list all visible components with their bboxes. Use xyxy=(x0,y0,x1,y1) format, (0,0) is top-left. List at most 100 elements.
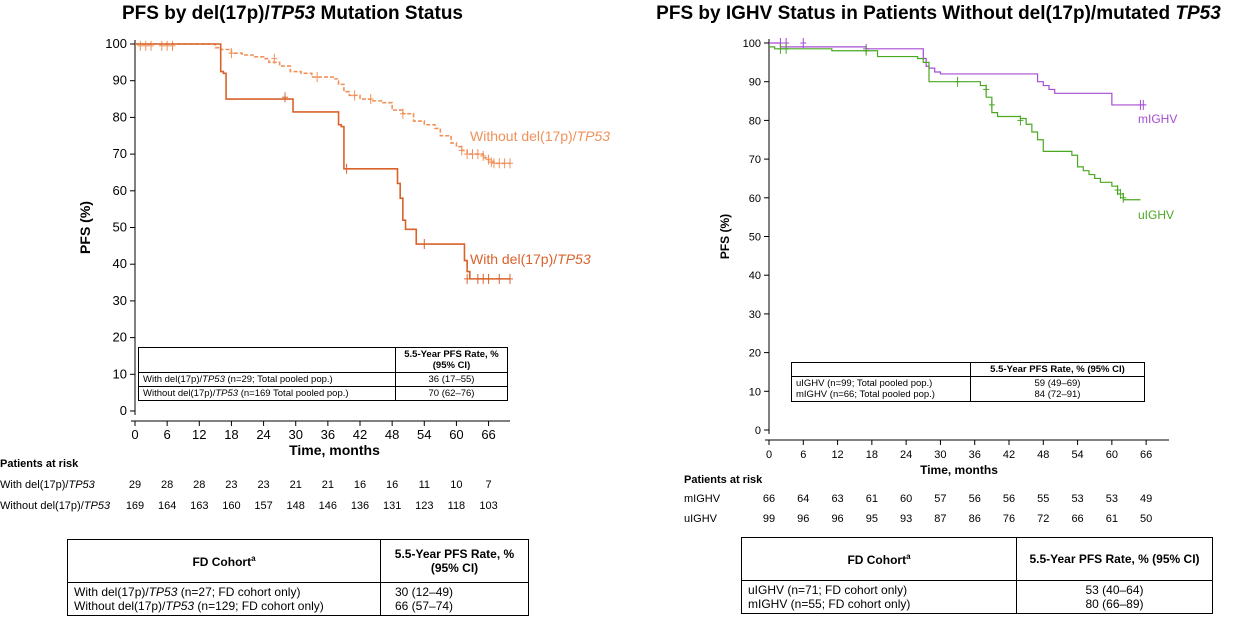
x-axis-label: Time, months xyxy=(920,463,998,477)
y-tick-label: 20 xyxy=(113,330,127,345)
x-tick-label: 24 xyxy=(900,449,912,461)
y-tick-label: 50 xyxy=(749,232,761,244)
series-label: uIGHV xyxy=(1138,208,1174,222)
risk-value: 157 xyxy=(254,500,273,512)
inset-empty-header xyxy=(791,362,971,377)
x-tick-label: 54 xyxy=(1071,449,1083,461)
km-curve-a xyxy=(135,43,510,165)
left-risk-row: Without del(17p)/TP53 169 164 163 160 157 148… xyxy=(0,500,625,516)
y-tick-label: 0 xyxy=(755,425,761,437)
risk-row-label: Without del(17p)/TP53 xyxy=(0,500,111,512)
risk-value: 87 xyxy=(934,513,947,525)
x-tick-label: 48 xyxy=(385,427,399,442)
km-curve-b xyxy=(135,43,510,280)
risk-value: 131 xyxy=(382,500,402,512)
left-title-italic: TP53 xyxy=(269,3,316,24)
series-label: mIGHV xyxy=(1138,112,1177,126)
risk-value: 93 xyxy=(900,513,913,525)
right-risk-row: mIGHV 66 64 63 61 60 57 56 56 55 53 53 49 xyxy=(684,493,1251,509)
left-risk-row: With del(17p)/TP53 29 28 28 23 23 21 21 16 16 11 1… xyxy=(0,479,625,495)
left-panel: PFS by del(17p)/TP53 Mutation Status 0 10… xyxy=(0,0,625,624)
risk-value: 63 xyxy=(831,493,844,505)
risk-value: 160 xyxy=(222,500,241,512)
risk-value: 164 xyxy=(157,500,177,512)
risk-value: 66 xyxy=(762,493,776,505)
x-tick-label: 48 xyxy=(1037,449,1049,461)
x-tick-label: 60 xyxy=(449,427,463,442)
y-tick-label: 80 xyxy=(113,109,127,124)
risk-value: 23 xyxy=(225,479,238,491)
risk-value: 55 xyxy=(1037,493,1050,505)
risk-value: 95 xyxy=(865,513,878,525)
risk-value: 21 xyxy=(289,479,302,491)
risk-value: 53 xyxy=(1105,493,1118,505)
left-title-part: PFS by del(17p)/ xyxy=(121,3,270,24)
left-inset-table: 5.5-Year PFS Rate, % (95% CI) With del(1… xyxy=(138,347,508,401)
y-tick-label: 0 xyxy=(120,403,127,418)
y-tick-label: 30 xyxy=(749,309,761,321)
x-tick-label: 42 xyxy=(1003,449,1015,461)
left-title-part: Mutation Status xyxy=(315,3,463,24)
inset-header: 5.5-Year PFS Rate, % (95% CI) xyxy=(970,362,1145,377)
x-tick-label: 18 xyxy=(866,449,878,461)
y-tick-label: 70 xyxy=(113,146,127,161)
risk-value: 56 xyxy=(968,493,981,505)
risk-value: 61 xyxy=(1105,513,1118,525)
inset-row-value: 59 (49–69) 84 (72–91) xyxy=(970,376,1145,402)
x-tick-label: 66 xyxy=(481,427,495,442)
left-cohort-table: FD Cohorta 5.5-Year PFS Rate, % (95% CI)… xyxy=(67,539,529,616)
inset-empty-header xyxy=(138,347,396,373)
cohort-row-label: With del(17p)/TP53 (n=27; FD cohort only… xyxy=(67,582,381,616)
risk-value: 53 xyxy=(1071,493,1084,505)
cohort-row-label: uIGHV (n=71; FD cohort only) mIGHV (n=55;… xyxy=(741,580,1017,614)
y-tick-label: 60 xyxy=(113,183,127,198)
x-tick-label: 60 xyxy=(1106,449,1118,461)
x-tick-label: 42 xyxy=(353,427,367,442)
inset-row-value: 36 (17–55) xyxy=(395,372,508,387)
right-risk-header: Patients at risk xyxy=(684,474,763,486)
cohort-header: 5.5-Year PFS Rate, % (95% CI) xyxy=(380,539,529,583)
x-tick-label: 36 xyxy=(969,449,981,461)
risk-value: 64 xyxy=(797,493,810,505)
x-tick-label: 12 xyxy=(192,427,206,442)
risk-value: 99 xyxy=(762,513,776,525)
inset-row-value: 70 (62–76) xyxy=(395,386,508,401)
risk-value: 50 xyxy=(1140,513,1153,525)
x-tick-label: 54 xyxy=(417,427,431,442)
y-tick-label: 20 xyxy=(749,348,761,360)
risk-value: 96 xyxy=(831,513,844,525)
risk-row-label: mIGHV xyxy=(684,493,721,505)
left-chart-title: PFS by del(17p)/TP53 Mutation Status xyxy=(0,3,605,25)
risk-value: 28 xyxy=(161,479,174,491)
x-tick-label: 0 xyxy=(131,427,138,442)
inset-header: 5.5-Year PFS Rate, % (95% CI) xyxy=(395,347,508,373)
right-risk-row: uIGHV 99 96 96 95 93 87 86 76 72 66 61 50 xyxy=(684,513,1251,529)
x-tick-label: 6 xyxy=(800,449,806,461)
right-km-chart: 0 10 20 30 40 50 60 70 80 90 100 0 6 12 18 24 30 36 42 48 54… xyxy=(718,38,1177,477)
risk-value: 10 xyxy=(450,479,463,491)
left-km-chart: 0 10 20 30 40 50 60 70 80 90 100 0 6 12 18 24 30 36 42 48 54… xyxy=(77,36,610,458)
x-tick-label: 0 xyxy=(766,449,772,461)
risk-value: 76 xyxy=(1002,513,1016,525)
risk-value: 66 xyxy=(1071,513,1084,525)
x-tick-label: 18 xyxy=(224,427,238,442)
risk-value: 96 xyxy=(797,513,810,525)
risk-value: 29 xyxy=(128,479,142,491)
y-tick-label: 80 xyxy=(749,115,761,127)
risk-value: 7 xyxy=(485,479,492,491)
risk-value: 118 xyxy=(447,500,466,512)
y-tick-label: 90 xyxy=(113,73,127,88)
risk-value: 49 xyxy=(1140,493,1153,505)
risk-value: 60 xyxy=(900,493,913,505)
risk-value: 28 xyxy=(193,479,206,491)
risk-value: 103 xyxy=(479,500,498,512)
risk-value: 163 xyxy=(190,500,209,512)
risk-value: 72 xyxy=(1037,513,1050,525)
y-axis-label: PFS (%) xyxy=(718,214,732,259)
inset-row-label: With del(17p)/TP53 (n=29; Total pooled p… xyxy=(138,372,396,387)
right-title-italic: TP53 xyxy=(1175,3,1221,24)
y-tick-label: 100 xyxy=(105,36,127,51)
y-tick-label: 50 xyxy=(113,220,127,235)
y-tick-label: 40 xyxy=(113,256,127,271)
x-tick-label: 36 xyxy=(321,427,335,442)
